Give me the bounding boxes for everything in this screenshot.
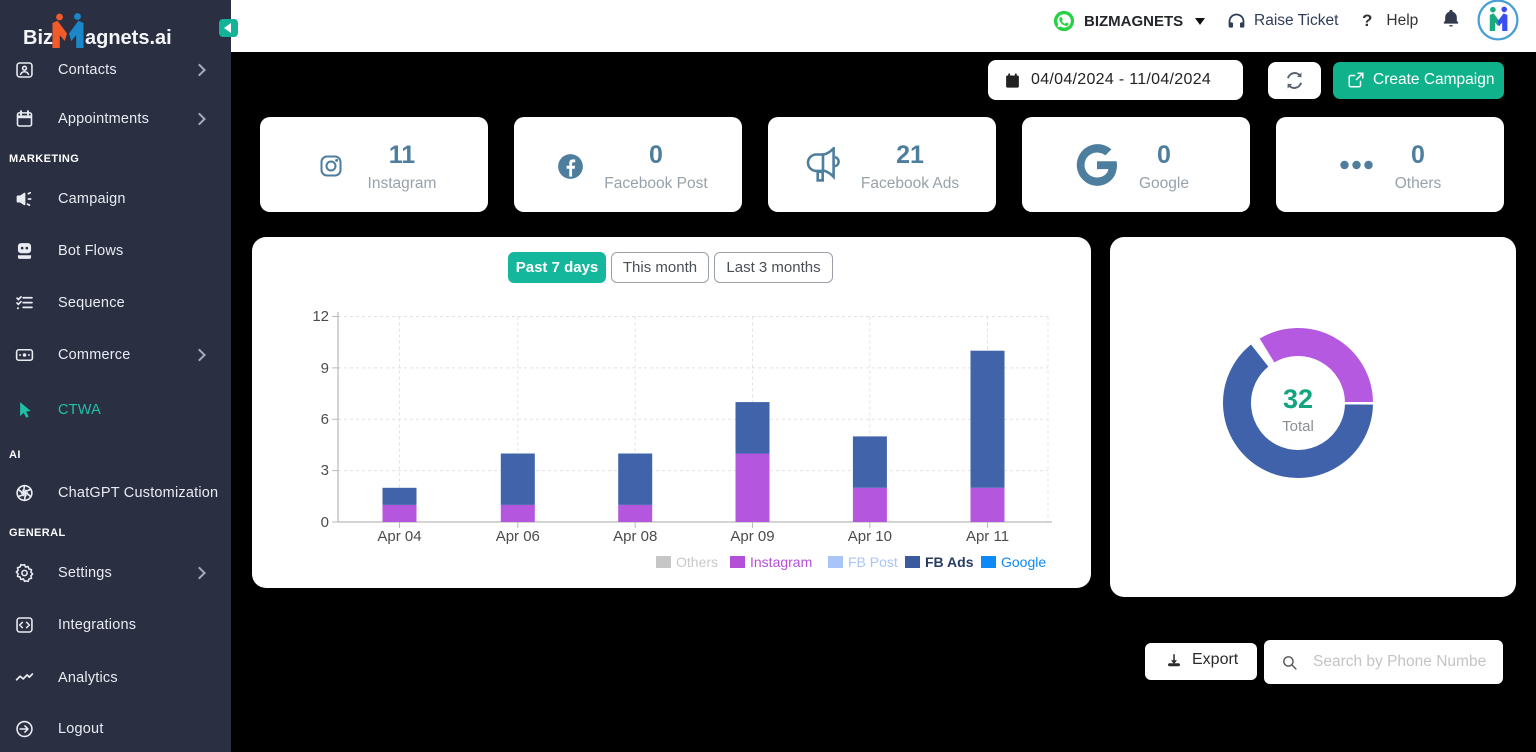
svg-text:32: 32 — [1283, 384, 1313, 414]
svg-text:6: 6 — [321, 411, 329, 428]
svg-text:Instagram: Instagram — [750, 554, 812, 570]
svg-text:0: 0 — [321, 514, 329, 531]
svg-text:Apr 06: Apr 06 — [496, 528, 540, 545]
svg-text:Apr 08: Apr 08 — [613, 528, 657, 545]
svg-text:Apr 11: Apr 11 — [966, 528, 1009, 545]
svg-text:FB Ads: FB Ads — [925, 554, 974, 570]
svg-text:Apr 09: Apr 09 — [730, 528, 774, 545]
svg-text:Apr 04: Apr 04 — [377, 528, 421, 545]
svg-text:Others: Others — [676, 554, 718, 570]
svg-text:Total: Total — [1282, 418, 1314, 435]
svg-text:Biz: Biz — [23, 27, 53, 49]
svg-text:Google: Google — [1001, 554, 1046, 570]
svg-text:FB Post: FB Post — [848, 554, 898, 570]
svg-text:agnets.ai: agnets.ai — [85, 27, 172, 49]
svg-text:9: 9 — [321, 360, 329, 377]
svg-text:3: 3 — [321, 462, 329, 479]
svg-text:12: 12 — [312, 308, 329, 325]
svg-text:Apr 10: Apr 10 — [848, 528, 892, 545]
